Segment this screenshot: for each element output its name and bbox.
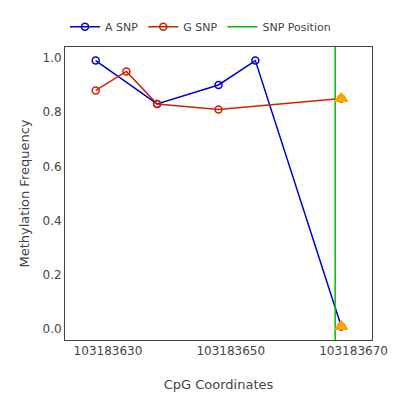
svg-text:0.4: 0.4 [43, 214, 62, 228]
svg-text:SNP Position: SNP Position [262, 21, 330, 34]
svg-text:103183630: 103183630 [74, 344, 143, 358]
svg-text:103183670: 103183670 [319, 344, 388, 358]
svg-text:0.0: 0.0 [43, 322, 62, 336]
svg-text:G SNP: G SNP [183, 21, 217, 34]
svg-text:Methylation Frequency: Methylation Frequency [17, 119, 32, 267]
svg-text:A SNP: A SNP [105, 21, 138, 34]
svg-text:0.2: 0.2 [43, 268, 62, 282]
svg-text:CpG Coordinates: CpG Coordinates [164, 377, 274, 392]
svg-text:0.6: 0.6 [43, 160, 62, 174]
svg-text:1.0: 1.0 [43, 51, 62, 65]
svg-text:0.8: 0.8 [43, 105, 62, 119]
svg-text:103183650: 103183650 [196, 344, 265, 358]
